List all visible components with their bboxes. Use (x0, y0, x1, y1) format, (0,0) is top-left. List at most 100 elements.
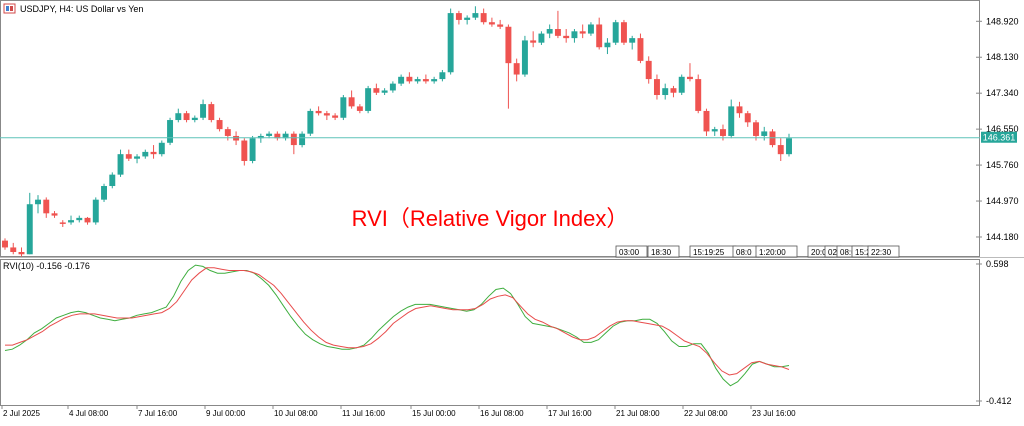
candle-body (439, 72, 446, 80)
candle (10, 242, 17, 255)
candle-body (84, 217, 91, 223)
candle-body (587, 24, 594, 34)
candle (266, 131, 273, 139)
session-label: 20:0 (811, 248, 827, 257)
candle (125, 149, 132, 161)
price-axis: 148.920 148.130 147.340 146.550 145.760 144.9… (986, 16, 1019, 242)
candle (68, 215, 74, 225)
candle (92, 197, 99, 225)
chart-window-icon[interactable] (3, 3, 16, 14)
candle-body (554, 29, 561, 36)
candle-body (266, 133, 273, 136)
candle-body (216, 120, 223, 130)
main-grid (976, 20, 982, 238)
candle (488, 17, 495, 27)
candle-body (18, 252, 25, 255)
overlay-title: RVI（Relative Vigor Index） (352, 206, 629, 231)
price-tick-label: 144.180 (986, 232, 1019, 242)
candle (315, 106, 322, 116)
candle-body (117, 154, 124, 175)
candle-body (596, 24, 603, 48)
candle-body (521, 40, 528, 75)
candle (546, 24, 553, 39)
main-panel-frame (0, 0, 980, 257)
candle (200, 99, 207, 121)
session-label: 15:19:25 (693, 248, 725, 257)
candle (216, 117, 223, 132)
candle (167, 117, 174, 146)
candle-body (579, 31, 586, 34)
candle (59, 220, 66, 227)
candle-body (497, 24, 504, 27)
candle-body (703, 110, 710, 132)
candle (43, 197, 50, 218)
candle-body (678, 76, 685, 93)
candle (761, 126, 768, 141)
candle (686, 63, 693, 82)
candle-body (167, 120, 174, 143)
candle-body (546, 29, 553, 34)
price-tick-label: 148.920 (986, 16, 1019, 26)
candle (406, 72, 413, 84)
candle (670, 85, 677, 98)
candle-body (26, 204, 33, 255)
candle-body (257, 135, 264, 139)
candle-body (414, 79, 421, 82)
candle-body (488, 22, 495, 25)
candle-body (200, 104, 207, 118)
candle (257, 133, 264, 143)
candle-body (480, 13, 487, 23)
candle-body (175, 113, 182, 121)
candle (175, 108, 182, 123)
candle-body (2, 240, 8, 248)
candle-body (604, 42, 611, 48)
candle-body (720, 129, 726, 136)
candle (381, 88, 388, 96)
candle (653, 74, 660, 100)
session-label: 22:30 (871, 248, 892, 257)
candle-body (786, 138, 792, 155)
candle-body (51, 213, 58, 216)
candle (356, 104, 363, 114)
candle (711, 126, 718, 136)
candle (142, 149, 149, 159)
time-tick-label: 7 Jul 16:00 (138, 409, 178, 418)
candle-body (348, 97, 355, 107)
candle-body (629, 38, 636, 43)
time-tick-label: 23 Jul 16:00 (752, 409, 796, 418)
candle (579, 24, 586, 39)
candle-body (332, 115, 339, 118)
candle-body (365, 88, 372, 111)
time-tick-label: 17 Jul 16:00 (548, 409, 592, 418)
session-labels: 03:00 18:30 15:19:25 08:0 1:20:00 20:0 02 08:0 1… (615, 245, 900, 258)
candle (348, 90, 355, 109)
candle (249, 135, 256, 164)
price-tick-label: 146.550 (986, 124, 1019, 134)
candle (497, 19, 504, 30)
session-label: 15:2 (855, 248, 871, 257)
candle-body (109, 174, 116, 187)
candle (241, 138, 248, 166)
candle (150, 145, 157, 159)
indicator-panel-frame (0, 259, 980, 406)
rvi-main-line (4, 264, 790, 387)
time-tick-label: 11 Jul 16:00 (342, 409, 386, 418)
candle-body (753, 122, 759, 136)
candle (530, 31, 537, 48)
candle-body (381, 90, 388, 93)
candle-body (505, 26, 512, 64)
candle-body (373, 88, 380, 93)
price-tick-label: 147.340 (986, 88, 1019, 98)
candle-body (711, 129, 718, 132)
candle (439, 69, 446, 82)
candle (736, 101, 743, 118)
candle (447, 8, 454, 75)
candle-body (208, 104, 215, 121)
candle (777, 138, 784, 161)
candle (2, 238, 8, 250)
candle-body (191, 117, 198, 121)
candle (645, 56, 652, 84)
candle-body (76, 217, 83, 221)
